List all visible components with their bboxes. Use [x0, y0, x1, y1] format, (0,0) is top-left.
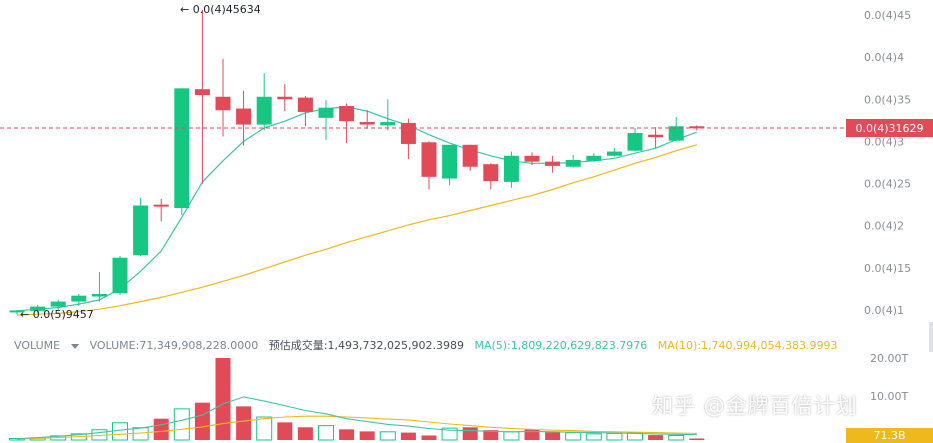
volume-bar [648, 435, 664, 440]
price-y-axis: 0.0(4)45 0.0(4)4 0.0(4)35 0.0(4)3 0.0(4)25 0.… [864, 9, 911, 317]
volume-pane [9, 358, 705, 441]
volume-ma5-line [16, 396, 697, 440]
candle-body [442, 144, 458, 179]
candle-body [606, 151, 622, 156]
volume-bar [689, 438, 705, 440]
price-tick-label: 0.0(4)45 [864, 9, 911, 22]
volume-bar [236, 406, 252, 440]
candle-body [215, 96, 231, 111]
low-price-label: ← 0.0(5)9457 [20, 308, 94, 321]
candle-body [627, 133, 643, 151]
price-tick-label: 0.0(4)3 [864, 135, 904, 148]
candle-body [174, 88, 190, 209]
price-ma-fast-line [16, 106, 698, 312]
candle-body [112, 257, 128, 294]
volume-bar [153, 418, 169, 440]
volume-bar [565, 432, 582, 441]
candle-body [483, 164, 499, 182]
candle-body [503, 155, 519, 182]
candle-body [462, 144, 478, 167]
candle-body [236, 108, 252, 125]
candle-body [50, 301, 66, 307]
volume-bar [668, 434, 685, 441]
volume-bar [483, 430, 499, 440]
candle-body [339, 106, 355, 122]
volume-ma5: MA(5):1,809,220,629,823.7976 [474, 339, 648, 352]
last-volume-tag: 71.3B [846, 428, 933, 443]
volume-bar [379, 431, 396, 441]
candle-body [524, 155, 540, 162]
candle-body [421, 142, 437, 177]
scrollbar-handle[interactable] [929, 322, 933, 352]
candle-body [648, 134, 664, 138]
volume-tick-top: 20.00T [870, 352, 908, 365]
volume-bar [277, 422, 293, 440]
candle-body [586, 155, 602, 161]
volume-bar [606, 432, 623, 441]
volume-estimate: 预估成交量:1,493,732,025,902.3989 [268, 339, 464, 352]
volume-indicator-title[interactable]: VOLUME [14, 339, 61, 352]
price-tick-label: 0.0(4)25 [864, 178, 911, 191]
volume-value: VOLUME:71,349,908,228.0000 [89, 339, 259, 352]
volume-bar [545, 432, 561, 440]
candle-body [9, 310, 25, 313]
volume-bar [112, 422, 128, 441]
candle-body [668, 126, 684, 141]
volume-bar [462, 427, 478, 440]
volume-bar [339, 429, 355, 440]
price-tick-label: 0.0(4)2 [864, 220, 904, 233]
volume-tick-mid: 10.00T [870, 390, 908, 403]
candle-body [565, 159, 581, 167]
candle-body [297, 97, 313, 112]
price-tick-label: 0.0(4)15 [864, 262, 911, 275]
candle-body [359, 122, 375, 125]
volume-bar [215, 358, 231, 440]
volume-bar [503, 431, 520, 441]
candle-body [689, 126, 705, 129]
last-price-tag [846, 119, 933, 137]
candle-body [400, 122, 416, 144]
candle-body [545, 161, 561, 166]
volume-bar [524, 429, 540, 440]
watermark: 知乎 @金牌百倍计划 [652, 394, 858, 418]
candle-body [133, 205, 149, 256]
volume-bar [297, 427, 313, 440]
volume-bar [585, 433, 602, 441]
last-price-tag-label: 0.0(4)31629 [855, 122, 923, 135]
price-tick-label: 0.0(4)1 [864, 304, 904, 317]
volume-ma10-line [16, 415, 697, 440]
candle-body [153, 204, 169, 207]
high-price-label: ← 0.0(4)45634 [180, 3, 261, 16]
price-annotations: ← 0.0(4)45634 ← 0.0(5)9457 [20, 3, 261, 321]
volume-bar [441, 427, 458, 441]
candle-body [277, 96, 293, 100]
volume-y-axis: 20.00T 10.00T [870, 352, 908, 403]
candle-body [380, 122, 396, 126]
volume-bar [173, 408, 190, 441]
candle-body [91, 293, 107, 297]
volume-bar [194, 402, 210, 440]
price-tick-label: 0.0(4)4 [864, 51, 904, 64]
chevron-down-icon[interactable] [71, 343, 80, 349]
volume-legend: VOLUME VOLUME:71,349,908,228.0000 预估成交量:… [14, 337, 845, 353]
candle-body [318, 107, 334, 118]
volume-bar [318, 425, 334, 441]
candle-body [256, 96, 272, 125]
candle-body [194, 89, 210, 96]
candle-body [30, 306, 46, 311]
candle-body [71, 295, 87, 302]
price-pane [9, 9, 705, 316]
volume-bar [256, 416, 273, 441]
volume-bar [421, 435, 437, 440]
price-tick-label: 0.0(4)35 [864, 93, 911, 106]
last-price-marker: 0.0(4)31629 [0, 119, 933, 137]
price-ma-slow-line [16, 144, 697, 316]
volume-bar [400, 432, 416, 440]
volume-bar [359, 431, 375, 440]
volume-ma10: MA(10):1,740,994,054,383.9993 [657, 339, 838, 352]
